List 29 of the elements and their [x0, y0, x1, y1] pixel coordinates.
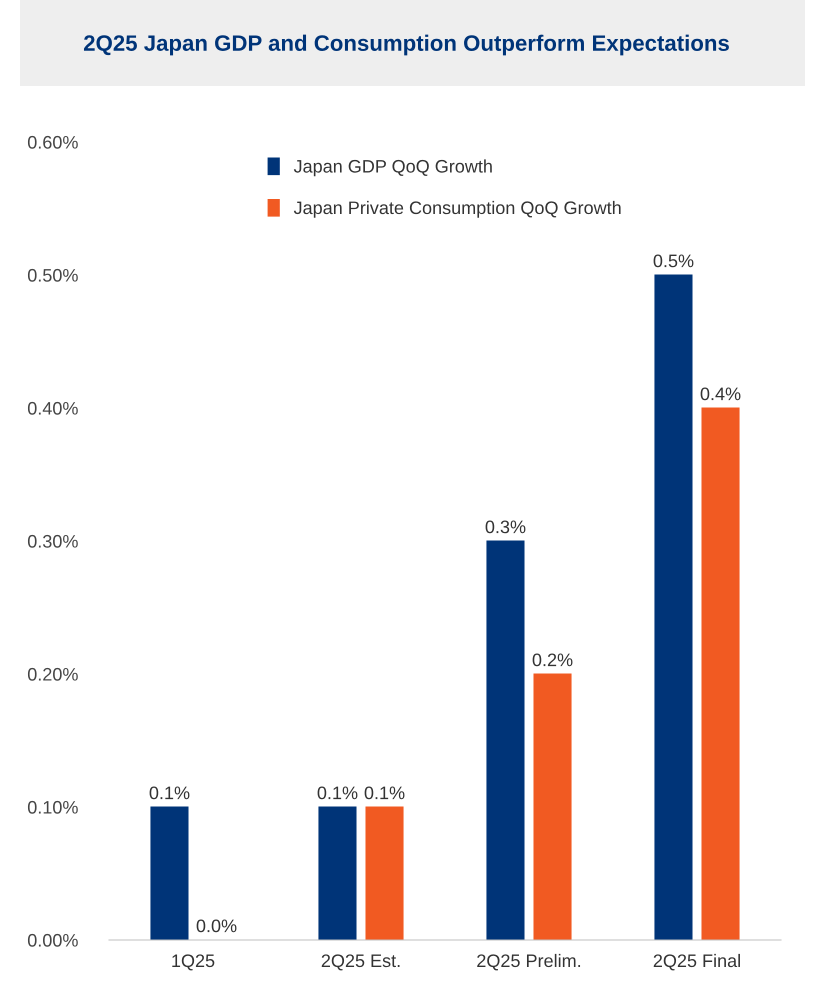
data-label: 0.1% — [150, 786, 190, 800]
data-label: 0.1% — [318, 786, 358, 800]
y-tick-label: 0.50% — [28, 268, 78, 282]
bar — [150, 806, 189, 940]
y-tick-label: 0.00% — [28, 934, 78, 947]
legend-label: Japan GDP QoQ Growth — [294, 159, 492, 176]
x-tick-label: 2Q25 Prelim. — [477, 954, 580, 970]
bar — [318, 806, 357, 940]
x-tick-label: 2Q25 Final — [654, 954, 740, 970]
y-tick-label: 0.60% — [28, 136, 78, 149]
y-tick-label: 0.20% — [28, 668, 78, 681]
y-tick-label: 0.40% — [28, 402, 78, 415]
data-label: 0.0% — [196, 919, 236, 932]
bar — [701, 407, 740, 940]
x-tick-label: 2Q25 Est. — [322, 954, 400, 970]
bar — [486, 540, 525, 940]
data-label: 0.2% — [532, 653, 572, 666]
data-label: 0.5% — [654, 254, 694, 268]
y-tick-label: 0.10% — [28, 800, 78, 814]
data-label: 0.4% — [700, 387, 740, 400]
x-tick-label: 1Q25 — [172, 954, 214, 970]
data-label: 0.1% — [364, 786, 404, 800]
legend-label: Japan Private Consumption QoQ Growth — [294, 200, 621, 218]
data-label: 0.3% — [486, 520, 526, 534]
bar — [365, 806, 404, 940]
chart-title: 2Q25 Japan GDP and Consumption Outperform Expectations — [84, 34, 729, 56]
y-tick-label: 0.30% — [28, 534, 78, 548]
bar — [533, 673, 572, 940]
bar — [654, 274, 693, 940]
